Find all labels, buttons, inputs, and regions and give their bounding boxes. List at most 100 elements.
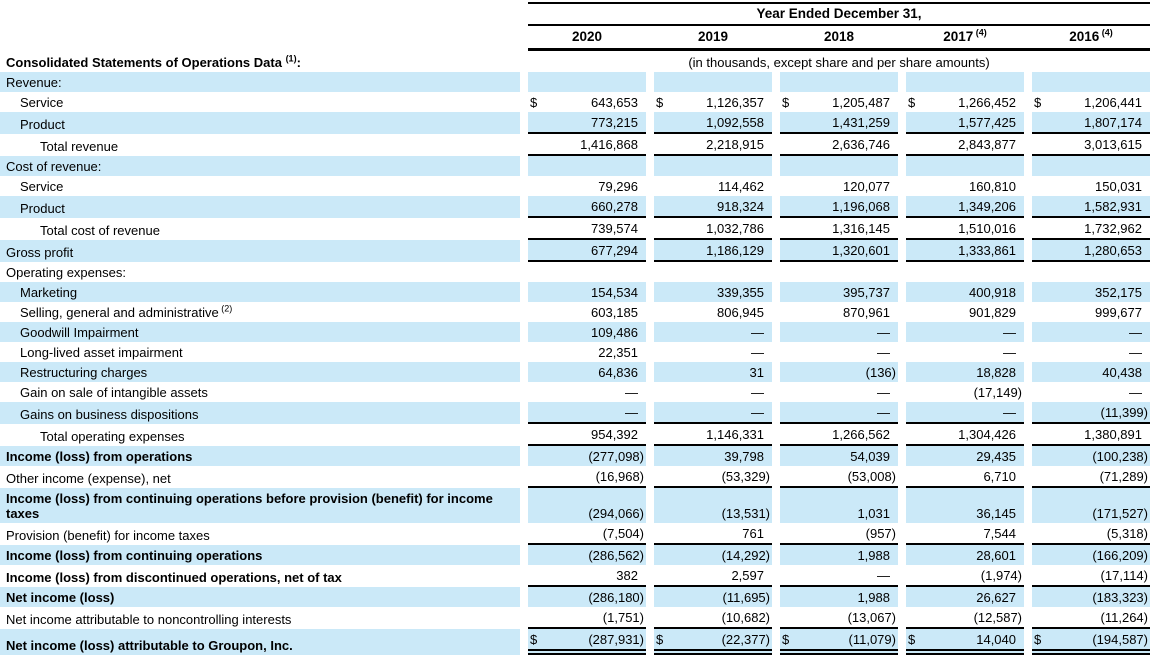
cell-value: —: [877, 385, 890, 400]
value-cell: 999,677: [1032, 302, 1150, 322]
cell-value: 2,218,915: [706, 137, 764, 152]
header-spacer: [0, 26, 520, 48]
row-label: Gross profit: [0, 240, 520, 262]
cell-value: 54,039: [850, 449, 890, 464]
cell-value: 1,380,891: [1084, 427, 1142, 442]
value-cell: 1,349,206: [906, 196, 1024, 218]
value-cell: 954,392: [528, 424, 646, 446]
cell-value: 761: [742, 526, 764, 541]
cell-value: (7,504): [602, 526, 644, 541]
cell-value: —: [751, 345, 764, 360]
table-row: Gain on sale of intangible assets — — — (17,…: [0, 382, 1150, 402]
value-cell: 54,039: [780, 446, 898, 466]
value-cell: $ (287,931): [528, 629, 646, 655]
value-cell: 29,435: [906, 446, 1024, 466]
value-cell: 1,988: [780, 587, 898, 607]
value-cell: 1,732,962: [1032, 218, 1150, 240]
table-row: Operating expenses:: [0, 262, 1150, 282]
year-columns-row: 2020 2019 2018 2017 (4) 2016 (4): [0, 26, 1150, 48]
cell-value: 1,320,601: [832, 243, 890, 258]
cell-value: 739,574: [591, 221, 638, 236]
cell-value: (5,318): [1106, 526, 1148, 541]
cell-value: —: [751, 385, 764, 400]
cell-value: 1,416,868: [580, 137, 638, 152]
value-cell: 1,320,601: [780, 240, 898, 262]
dollar-sign: $: [908, 95, 916, 110]
cell-value: 2,843,877: [958, 137, 1016, 152]
value-cell: 28,601: [906, 545, 1024, 565]
cell-value: (1,974): [980, 568, 1022, 583]
cell-value: 18,828: [976, 365, 1016, 380]
cell-value: 1,510,016: [958, 221, 1016, 236]
cell-value: 154,534: [591, 285, 638, 300]
value-cell: (11,399): [1032, 402, 1150, 424]
section-label-text: Consolidated Statements of Operations Da…: [6, 55, 282, 70]
cell-value: (71,289): [1099, 469, 1148, 484]
cell-value: 29,435: [976, 449, 1016, 464]
value-cell: (277,098): [528, 446, 646, 466]
cell-value: 1,431,259: [832, 115, 890, 130]
cell-value: 160,810: [969, 179, 1016, 194]
cell-value: 1,206,441: [1084, 95, 1142, 110]
cell-value: 14,040: [976, 632, 1016, 647]
row-label: Total revenue: [40, 139, 119, 154]
cell-value: —: [1129, 385, 1142, 400]
cell-value: (53,008): [847, 469, 896, 484]
cell-value: 1,988: [857, 548, 890, 563]
table-row: Net income (loss) (286,180) (11,695) 1,988 2…: [0, 587, 1150, 607]
value-cell: [780, 156, 898, 176]
cell-value: (22,377): [721, 632, 770, 647]
value-cell: (286,180): [528, 587, 646, 607]
cell-value: 7,544: [983, 526, 1016, 541]
cell-value: 400,918: [969, 285, 1016, 300]
row-label: Total cost of revenue: [40, 223, 160, 238]
cell-value: 901,829: [969, 305, 1016, 320]
value-cell: —: [528, 382, 646, 402]
table-row: Selling, general and administrative (2) 6…: [0, 302, 1150, 322]
year-column-header: 2019: [697, 29, 729, 44]
cell-value: 3,013,615: [1084, 137, 1142, 152]
value-cell: 109,486: [528, 322, 646, 342]
value-cell: 660,278: [528, 196, 646, 218]
table-row: Gross profit 677,294 1,186,129 1,320,601 1,3…: [0, 240, 1150, 262]
year-ended-header: Year Ended December 31,: [528, 2, 1150, 26]
table-row: Cost of revenue:: [0, 156, 1150, 176]
value-cell: [780, 72, 898, 92]
value-cell: 1,266,562: [780, 424, 898, 446]
cell-value: 806,945: [717, 305, 764, 320]
value-cell: (10,682): [654, 607, 772, 629]
value-cell: 382: [528, 565, 646, 587]
cell-value: (100,238): [1092, 449, 1148, 464]
year-column-header: 2016 (4): [1069, 27, 1113, 44]
value-cell: 1,280,653: [1032, 240, 1150, 262]
cell-value: 39,798: [724, 449, 764, 464]
cell-value: 339,355: [717, 285, 764, 300]
value-cell: 79,296: [528, 176, 646, 196]
row-label: Long-lived asset impairment: [20, 345, 183, 360]
cell-value: 1,031: [857, 506, 890, 521]
cell-value: 150,031: [1095, 179, 1142, 194]
value-cell: 1,582,931: [1032, 196, 1150, 218]
cell-value: (277,098): [588, 449, 644, 464]
table-row: Income (loss) from continuing operations…: [0, 488, 1150, 523]
cell-value: (171,527): [1092, 506, 1148, 521]
value-cell: $643,653: [528, 92, 646, 112]
cell-value: 64,836: [598, 365, 638, 380]
value-cell: [1032, 262, 1150, 282]
cell-value: 643,653: [590, 95, 638, 110]
cell-value: (183,323): [1092, 590, 1148, 605]
table-row: Other income (expense), net (16,968) (53,3…: [0, 466, 1150, 488]
value-cell: [906, 72, 1024, 92]
cell-value: —: [625, 385, 638, 400]
value-cell: 1,807,174: [1032, 112, 1150, 134]
row-label: Total operating expenses: [40, 429, 185, 444]
value-cell: [906, 156, 1024, 176]
value-cell: (71,289): [1032, 466, 1150, 488]
value-cell: (286,562): [528, 545, 646, 565]
table-row: Service $643,653 $1,126,357 $1,205,487 $1,26…: [0, 92, 1150, 112]
header-spacer: [0, 2, 520, 26]
value-cell: 64,836: [528, 362, 646, 382]
cell-value: —: [877, 405, 890, 420]
row-label: Product: [0, 112, 520, 134]
